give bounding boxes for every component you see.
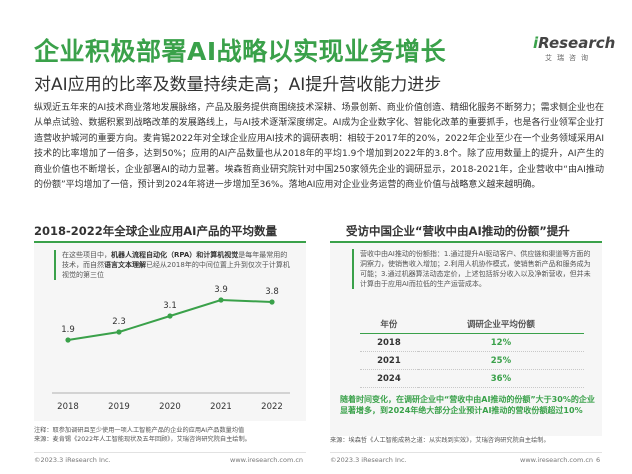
table-row: 2018 12%	[360, 333, 584, 352]
data-point	[218, 297, 224, 303]
left-panel-note: 在这些项目中，机器人流程自动化（RPA）和计算机视觉是每年最常用的技术，而自然语…	[54, 250, 292, 280]
right-panel-footnote: 来源：埃森哲《人工智能成熟之道：从实践到实效》，艾瑞咨询研究院自主绘制。	[330, 437, 550, 444]
x-tick-label: 2020	[159, 402, 181, 412]
data-point	[65, 337, 71, 343]
page-title: 企业积极部署AI战略以实现业务增长	[34, 37, 447, 66]
line-chart: 1.9 2018 2.3 2019 3.1 2020 3.9 2021 3.8 2022	[52, 285, 290, 412]
share-table: 年份 调研企业平均份额 2018 12% 2021 25% 2024 36%	[360, 316, 584, 388]
table-cell-year: 2024	[360, 369, 418, 388]
right-panel-title: 受访中国企业“营收中由AI推动的份额”提升	[346, 224, 570, 238]
x-tick-label: 2018	[57, 402, 79, 412]
table-cell-year: 2021	[360, 351, 418, 370]
left-panel-title: 2018-2022年全球企业应用AI产品的平均数量	[34, 224, 277, 238]
data-point	[167, 313, 173, 319]
left-panel-divider	[34, 241, 306, 243]
footer-url-left[interactable]: www.iresearch.com.cn	[230, 456, 304, 464]
table-cell-share: 25%	[417, 351, 584, 370]
footer-copyright-right: ©2023.3 iResearch Inc.	[330, 456, 407, 464]
table-cell-share: 36%	[417, 369, 584, 388]
table-header-row: 年份 调研企业平均份额	[360, 316, 584, 334]
x-tick-label: 2019	[108, 402, 130, 412]
iresearch-logo: iResearch 艾瑞咨询	[533, 34, 616, 68]
left-panel-footnote: 注释：取参加调研且至少使用一项人工智能产品的企业的应用AI产品数量均值 来源：麦…	[34, 427, 324, 444]
right-panel-divider	[330, 241, 602, 243]
footnote-line-1: 注释：取参加调研且至少使用一项人工智能产品的企业的应用AI产品数量均值	[34, 427, 245, 434]
table-cell-year: 2018	[360, 333, 418, 352]
table-cell-share: 12%	[417, 333, 584, 352]
data-point	[269, 299, 275, 305]
data-label: 2.3	[112, 317, 126, 327]
table-header-year: 年份	[360, 316, 418, 334]
footnote-line-2: 来源：麦肯锡《2022年人工智能现状及五年回顾》，艾瑞咨询研究院自主绘制。	[34, 435, 251, 443]
data-label: 3.9	[214, 285, 228, 295]
footer-url-right[interactable]: www.iresearch.com.cn	[520, 456, 594, 464]
footer-copyright-left: ©2023.3 iResearch Inc.	[34, 456, 111, 464]
body-paragraph: 纵观近五年来的AI技术商业落地发展脉络，产品及服务提供商围绕技术深耕、场景创新、…	[34, 103, 604, 191]
data-label: 3.8	[265, 287, 279, 297]
page-number: 6	[596, 456, 601, 464]
right-panel-note: 营收中由AI推动的份额指：1.通过提升AI驱动客户、供应链和渠道等方面的洞察力，…	[352, 249, 592, 289]
footer-divider-left	[34, 452, 306, 453]
page-subtitle: 对AI应用的比率及数量持续走高；AI提升营收能力进步	[34, 75, 442, 95]
data-point	[116, 329, 122, 335]
table-row: 2021 25%	[360, 351, 584, 370]
left-panel-background	[34, 243, 306, 421]
footer-divider-right	[330, 452, 602, 453]
right-panel-conclusion: 随着时间变化，在调研企业中“营收中由AI推动的份额”大于30%的企业显著增多，到…	[340, 395, 595, 415]
x-tick-label: 2022	[261, 402, 283, 412]
logo-cn: 艾瑞咨询	[545, 54, 593, 62]
data-label: 3.1	[163, 301, 177, 311]
x-tick-label: 2021	[210, 402, 232, 412]
table-header-share: 调研企业平均份额	[417, 316, 584, 334]
logo-wordmark: iResearch	[533, 34, 616, 52]
table-row: 2024 36%	[360, 369, 584, 388]
data-label: 1.9	[61, 325, 75, 335]
